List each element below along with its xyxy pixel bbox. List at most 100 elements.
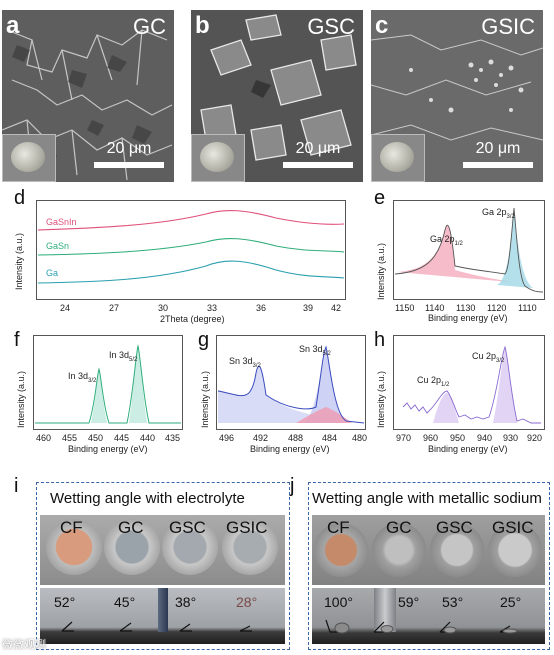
panel-letter-d: d: [14, 187, 26, 209]
sample-label-cf-i: CF: [60, 518, 83, 537]
angle-gsic-i: 28°: [236, 594, 258, 610]
angle-gsc-i: 38°: [175, 594, 197, 610]
xtick-h-1: 960: [423, 433, 439, 443]
dispensing-needle-i: [158, 588, 168, 632]
angle-cf-i: 52°: [54, 594, 76, 610]
coin-photo-i: CF GC GSC GSIC: [40, 515, 285, 585]
xtick-d-2: 30: [158, 303, 169, 313]
angle-mark-gsic-i: [239, 625, 252, 632]
xtick-g-1: 492: [253, 433, 269, 443]
spectrum-line-f: [35, 344, 181, 424]
xtick-e-1: 1140: [425, 303, 445, 313]
xtick-h-3: 940: [477, 433, 493, 443]
xtick-d-4: 36: [256, 303, 267, 313]
angle-gsc-j: 53°: [442, 594, 464, 610]
peak-label-cu-2p12-text: Cu 2p: [417, 375, 442, 385]
peak-fill-ga-2p32: [497, 210, 533, 288]
xtick-h-5: 920: [527, 433, 543, 443]
droplet-photo-j: 100° 59° 53° 25°: [312, 588, 545, 644]
coin-cf-j: [314, 523, 368, 577]
sodium-droplet-cf-j: [334, 622, 350, 634]
panel-frame-i: [36, 482, 290, 650]
peak-fill-sn-3d52: [304, 349, 346, 423]
sample-disc-c: [380, 142, 414, 172]
sem-texture-b: [191, 10, 363, 182]
angle-gsic-j: 25°: [500, 594, 522, 610]
xtick-d-3: 33: [207, 303, 218, 313]
droplet-photo-i: 52° 45° 38° 28°: [40, 588, 285, 644]
sem-panel-b: b GSC 20 μm: [191, 10, 363, 182]
sample-disc-a: [11, 142, 45, 172]
xtick-f-2: 450: [88, 433, 104, 443]
xtick-h-2: 950: [450, 433, 466, 443]
series-line-gasn: [37, 238, 345, 256]
peak-label-sn-3d32: Sn 3d3/2: [229, 356, 261, 369]
peak-label-cu-2p32: Cu 2p3/2: [472, 351, 504, 364]
coin-gsc-j: [430, 523, 484, 577]
xtick-d-5: 39: [303, 303, 314, 313]
sample-label-gsic-j: GSIC: [492, 518, 534, 537]
angle-gc-i: 45°: [114, 594, 136, 610]
sample-photo-inset-c: [371, 134, 425, 182]
coin-photo-j: CF GC GSC GSIC: [312, 515, 545, 585]
spectrum-line-h: [402, 345, 541, 424]
xps-chart-f: [33, 335, 183, 430]
xtick-e-3: 1120: [487, 303, 507, 313]
sem-panel-a: a GC 20 μm: [2, 10, 174, 182]
coin-gc-i: [104, 519, 160, 575]
xlabel-e: Binding energy (eV): [428, 313, 508, 323]
panel-letter-c: c: [375, 12, 389, 39]
sodium-droplet-gsc-j: [443, 626, 457, 634]
watermark: 微微观测: [2, 639, 46, 651]
peak-label-ga-2p32-sub: 3/2: [506, 213, 515, 220]
scalebar-c: [463, 162, 533, 168]
angle-marks-i: [61, 621, 252, 632]
angle-gc-j: 59°: [398, 594, 420, 610]
peak-label-ga-2p12-text: Ga 2p: [430, 234, 455, 244]
sem-panel-c: c GSIC 20 μm: [371, 10, 543, 182]
angle-mark-cf-i: [61, 621, 74, 632]
peak-label-cu-2p32-sub: 3/2: [496, 357, 505, 364]
peak-label-ga-2p32: Ga 2p3/2: [482, 207, 515, 220]
ylabel-e: Intensity (a.u.): [376, 242, 386, 300]
scalebar-label-c: 20 μm: [475, 140, 521, 157]
xtick-f-4: 440: [140, 433, 156, 443]
peak-label-cu-2p12-sub: 1/2: [441, 381, 450, 388]
sample-photo-inset-a: [2, 134, 56, 182]
panel-letter-i: i: [14, 475, 19, 497]
ylabel-h: Intensity (a.u.): [376, 370, 386, 428]
peak-fill-ga-2p12: [397, 225, 511, 282]
panel-letter-e: e: [374, 187, 386, 209]
xrd-chart-d: [36, 200, 346, 300]
xps-chart-h: [393, 335, 545, 430]
peak-fill-cu-2p32: [493, 349, 517, 423]
xps-chart-g: [216, 335, 366, 430]
peak-fill-in-3d52: [129, 347, 147, 423]
peak-label-sn-3d52-sub: 5/2: [322, 350, 331, 357]
xlabel-f: Binding energy (eV): [68, 444, 148, 454]
series-line-gasnin: [37, 210, 345, 231]
angle-mark-gc-i: [119, 622, 132, 632]
coin-gsic-i: [222, 519, 278, 575]
angle-marks-j: [325, 619, 518, 634]
plot-frame-d: [36, 200, 346, 300]
sample-photo-inset-b: [191, 134, 245, 182]
sample-name-c: GSIC: [481, 14, 535, 39]
legend-ga: Ga: [46, 268, 59, 278]
coin-cf-i: [46, 519, 102, 575]
panel-letter-j: j: [290, 475, 295, 497]
panel-letter-b: b: [195, 12, 210, 39]
spectrum-line-e: [394, 207, 544, 293]
sample-label-gc-j: GC: [386, 518, 412, 537]
coin-gsc-i: [162, 519, 218, 575]
peak-label-ga-2p12-sub: 1/2: [454, 240, 463, 247]
ylabel-d: Intensity (a.u.): [14, 232, 24, 290]
xtick-d-1: 27: [109, 303, 120, 313]
peak-fill-sn-3d32: [218, 366, 321, 423]
plot-frame-h: [393, 335, 545, 430]
panel-frame-j: [308, 482, 550, 650]
peak-label-in-3d32: In 3d3/2: [68, 371, 96, 384]
xlabel-g: Binding energy (eV): [250, 444, 330, 454]
sample-label-gc-i: GC: [118, 518, 144, 537]
scalebar-label-b: 20 μm: [295, 140, 341, 157]
